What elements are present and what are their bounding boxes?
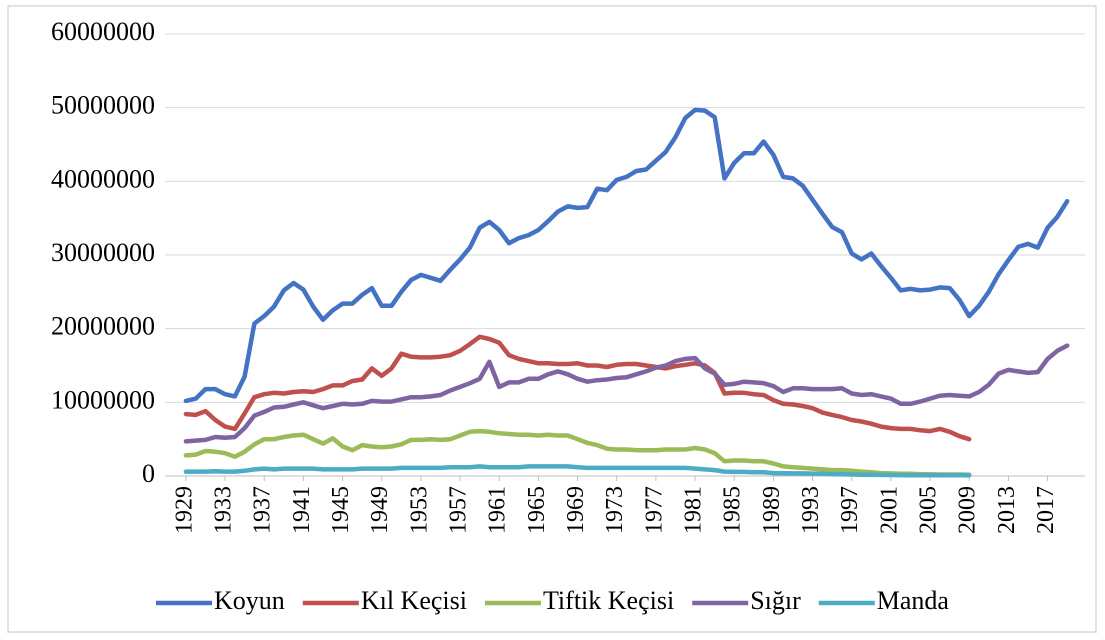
x-tick-label: 2005 bbox=[916, 486, 942, 534]
x-tick-label: 1957 bbox=[446, 486, 472, 534]
x-tick-label: 2001 bbox=[876, 486, 902, 534]
legend-label: Sığır bbox=[750, 586, 801, 615]
x-tick-label: 2009 bbox=[955, 486, 981, 534]
x-tick-label: 1965 bbox=[524, 486, 550, 534]
legend: Koyun Kıl Keçisi Tiftik Keçisi Sığır Manda bbox=[156, 586, 949, 615]
x-tick-label: 1937 bbox=[250, 486, 276, 534]
y-tick-label: 0 bbox=[142, 459, 155, 488]
y-tick-label: 10000000 bbox=[51, 385, 155, 414]
x-tick-label: 2017 bbox=[1033, 486, 1059, 534]
y-tick-label: 40000000 bbox=[51, 164, 155, 193]
x-tick-label: 1941 bbox=[289, 486, 315, 534]
x-tick-label: 1933 bbox=[211, 486, 237, 534]
y-tick-label: 20000000 bbox=[51, 312, 155, 341]
legend-label: Kıl Keçisi bbox=[361, 586, 467, 615]
x-tick-label: 2013 bbox=[994, 486, 1020, 534]
x-tick-label: 1929 bbox=[171, 486, 197, 534]
legend-label: Manda bbox=[877, 586, 950, 615]
x-tick-label: 1989 bbox=[759, 486, 785, 534]
x-tick-label: 1969 bbox=[563, 486, 589, 534]
x-tick-label: 1985 bbox=[720, 486, 746, 534]
y-tick-label: 60000000 bbox=[51, 17, 155, 46]
x-tick-label: 1953 bbox=[406, 486, 432, 534]
series-line bbox=[183, 343, 1070, 444]
x-tick-label: 1997 bbox=[837, 486, 863, 534]
x-tick-label: 1981 bbox=[681, 486, 707, 534]
series-line bbox=[183, 464, 972, 478]
x-tick-label: 1973 bbox=[602, 486, 628, 534]
x-tick-label: 1993 bbox=[798, 486, 824, 534]
legend-label: Koyun bbox=[214, 586, 285, 615]
x-tick-label: 1977 bbox=[641, 486, 667, 534]
series-line bbox=[183, 428, 972, 477]
y-tick-label: 30000000 bbox=[51, 238, 155, 267]
legend-label: Tiftik Keçisi bbox=[543, 586, 674, 615]
x-tick-label: 1961 bbox=[485, 486, 511, 534]
y-tick-label: 50000000 bbox=[51, 91, 155, 120]
series-line bbox=[183, 107, 1070, 404]
x-tick-label: 1949 bbox=[367, 486, 393, 534]
x-tick-label: 1945 bbox=[328, 486, 354, 534]
series-line bbox=[183, 334, 972, 442]
chart-border bbox=[7, 5, 1097, 633]
